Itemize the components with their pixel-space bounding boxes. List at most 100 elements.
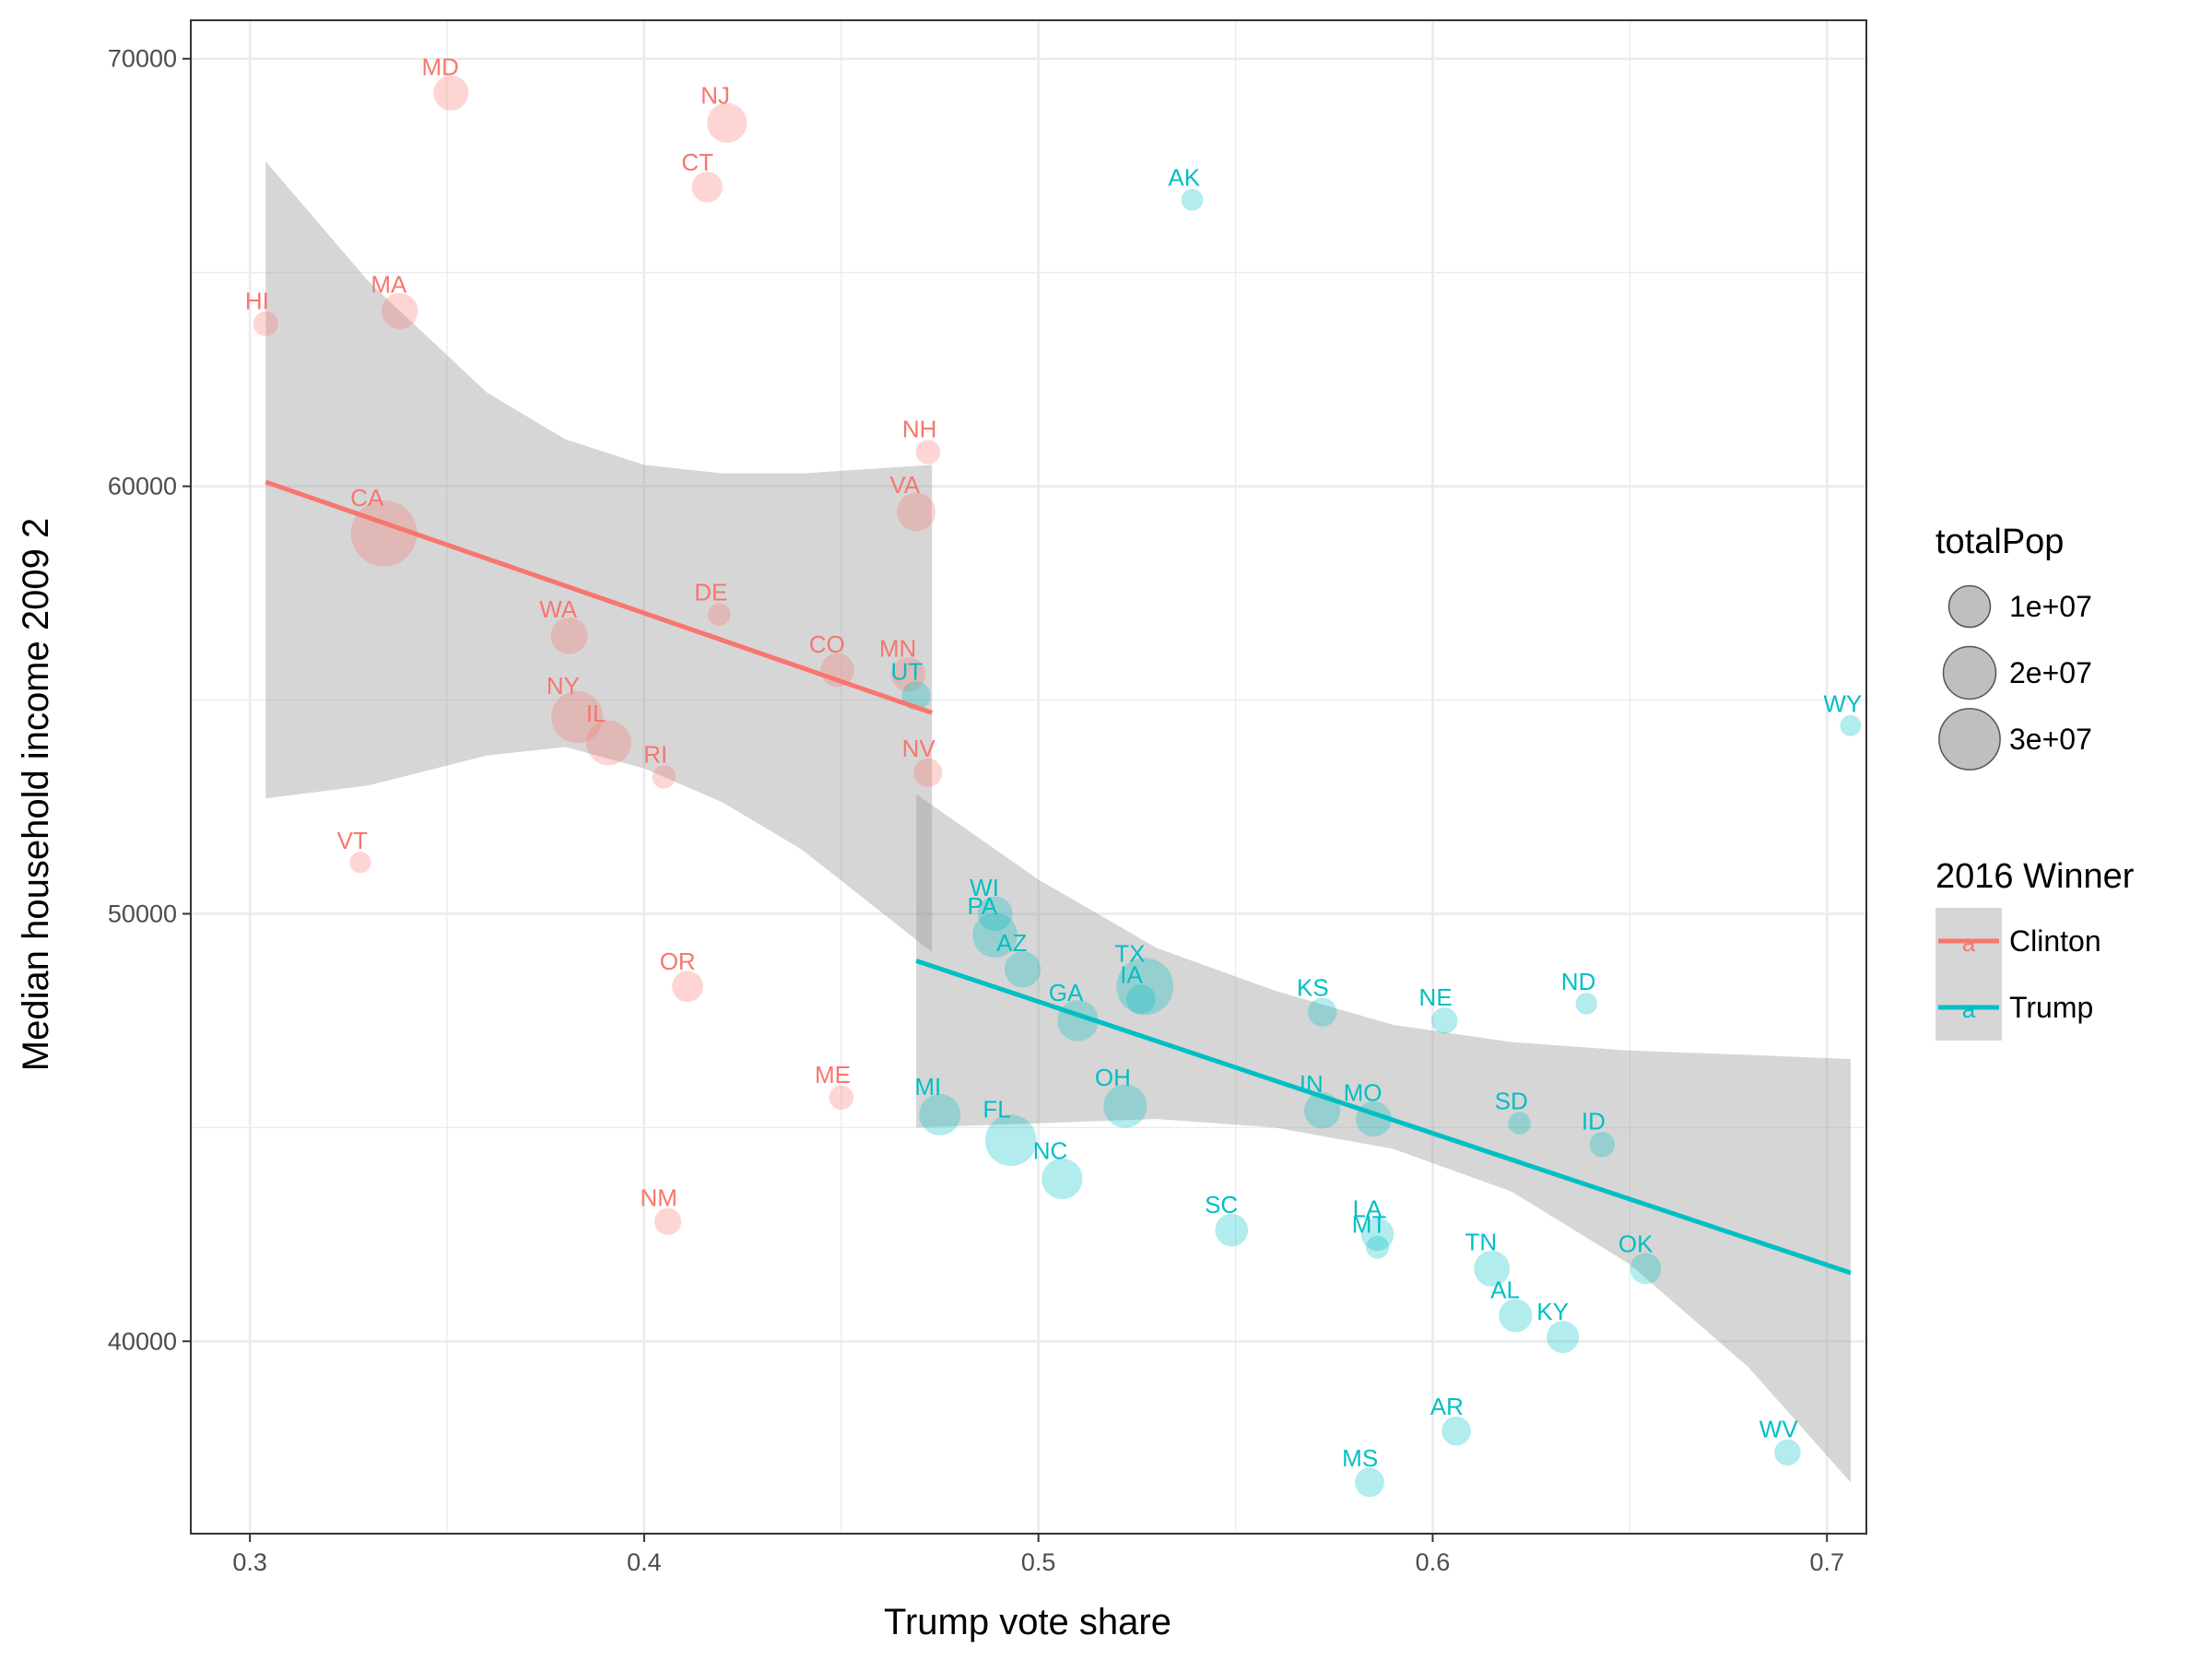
point-ky [1547,1321,1580,1354]
x-tick-label: 0.3 [232,1548,267,1576]
point-label-wy: WY [1823,689,1862,717]
x-axis-ticks: 0.3 0.4 0.5 0.6 0.7 [232,1534,1844,1576]
point-label-mn: MN [879,635,916,663]
confidence-bands [265,161,1851,1483]
point-label-ri: RI [643,740,667,768]
size-legend-keys: 1e+07 2e+07 3e+07 [1938,584,2092,771]
y-axis-ticks: 40000 50000 60000 70000 [108,45,191,1355]
point-label-va: VA [889,471,920,499]
point-ny [551,690,604,744]
y-tick-label: 40000 [108,1327,177,1355]
point-oh [1103,1084,1147,1128]
point-fl [984,1114,1037,1167]
point-label-nh: NH [902,416,937,443]
point-label-ut: UT [890,657,923,685]
point-label-ia: IA [1120,961,1143,989]
point-label-ga: GA [1049,979,1084,1006]
color-legend-title: 2016 Winner [1936,857,2135,896]
point-label-tn: TN [1465,1229,1497,1256]
y-tick-label: 60000 [108,473,177,500]
point-label-il: IL [586,700,606,727]
point-ct [691,171,724,203]
point-label-ok: OK [1618,1230,1653,1257]
point-nm [654,1207,682,1235]
point-label-ca: CA [350,484,384,512]
point-label-me: ME [815,1061,851,1088]
point-nv [913,758,943,787]
color-legend-label: Clinton [2009,924,2101,958]
point-label-nc: NC [1033,1137,1068,1165]
point-mn [890,657,926,692]
point-label-az: AZ [996,929,1027,957]
point-wa [550,618,588,654]
point-ri [652,765,677,789]
fit-line-clinton [265,479,934,715]
y-tick-label: 50000 [108,900,177,927]
size-legend-label: 2e+07 [2009,656,2092,689]
point-label-mo: MO [1344,1079,1382,1107]
point-label-ks: KS [1297,974,1329,1002]
color-legend-key-glyph: a [1962,995,1976,1023]
point-mi [919,1094,961,1135]
legend: totalPop 1e+07 2e+07 3e+07 2016 Winner a Cl… [1936,523,2135,1041]
size-legend-title: totalPop [1936,523,2064,561]
point-label-tx: TX [1114,940,1145,968]
color-legend-label: Trump [2009,991,2093,1024]
point-la [1360,1218,1394,1252]
point-nc [1041,1158,1083,1200]
point-il [586,720,631,766]
point-tn [1474,1250,1511,1287]
point-label-sc: SC [1205,1191,1238,1218]
point-ma [382,292,418,330]
size-legend-label: 1e+07 [2009,590,2092,623]
point-label-ky: KY [1536,1298,1569,1325]
point-label-fl: FL [982,1096,1010,1124]
point-va [897,492,936,532]
point-label-ar: AR [1430,1393,1464,1420]
point-label-mt: MT [1352,1211,1387,1239]
point-sd [1508,1112,1531,1135]
point-pa [972,912,1018,958]
point-label-nm: NM [641,1184,677,1212]
x-tick-label: 0.7 [1809,1548,1844,1576]
point-de [707,603,731,627]
size-legend-label: 3e+07 [2009,723,2092,756]
point-label-wa: WA [539,595,578,623]
size-legend-key [1947,584,1992,629]
point-label-hi: HI [245,287,269,314]
x-tick-label: 0.6 [1416,1548,1451,1576]
point-label-or: OR [660,947,696,975]
point-vt [349,852,371,874]
point-ms [1355,1467,1384,1498]
x-axis-title: Trump vote share [884,1602,1171,1642]
point-label-ms: MS [1342,1444,1378,1472]
point-label-ak: AK [1168,164,1200,192]
point-label-ny: NY [547,672,580,700]
point-nd [1575,993,1598,1015]
point-label-la: LA [1353,1195,1382,1223]
point-me [829,1085,854,1111]
point-label-de: DE [694,578,727,606]
point-ks [1307,997,1337,1027]
confidence-band-trump [916,794,1851,1483]
point-nj [707,102,747,143]
point-label-ma: MA [371,271,407,299]
point-label-ct: CT [681,148,713,176]
point-label-id: ID [1582,1108,1606,1135]
point-or [672,971,703,1003]
point-label-co: CO [809,630,845,658]
x-tick-label: 0.4 [627,1548,662,1576]
point-ne [1431,1007,1458,1034]
size-legend-key [1942,645,1997,700]
point-ar [1441,1416,1471,1446]
point-ia [1125,984,1156,1015]
y-tick-label: 70000 [108,45,177,73]
point-id [1589,1132,1616,1158]
point-wy [1840,714,1862,736]
confidence-band-clinton [265,161,933,953]
point-al [1499,1299,1533,1333]
point-sc [1215,1213,1249,1247]
point-label-al: AL [1490,1277,1520,1304]
